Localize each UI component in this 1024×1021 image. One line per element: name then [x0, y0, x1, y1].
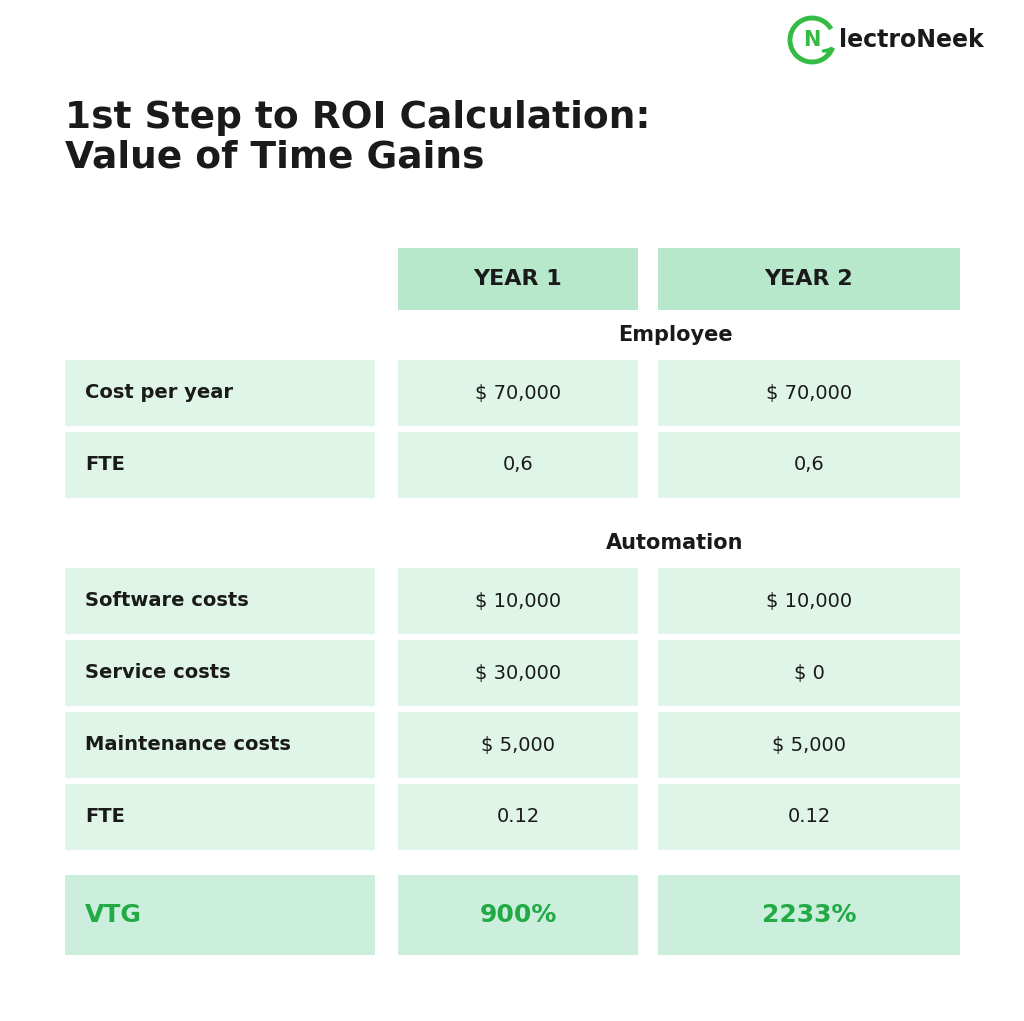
Text: $ 0: $ 0 [794, 664, 824, 682]
Bar [398, 712, 638, 778]
Bar [658, 875, 961, 955]
Text: 900%: 900% [479, 903, 557, 927]
Bar [658, 712, 961, 778]
Text: 2233%: 2233% [762, 903, 856, 927]
Bar [658, 248, 961, 310]
Text: $ 70,000: $ 70,000 [475, 384, 561, 402]
Text: FTE: FTE [85, 808, 125, 827]
Bar [65, 784, 375, 850]
Bar [398, 432, 638, 498]
Bar [65, 568, 375, 634]
Text: Employee: Employee [617, 325, 732, 345]
Bar [398, 640, 638, 706]
Text: $ 70,000: $ 70,000 [766, 384, 852, 402]
Text: YEAR 1: YEAR 1 [474, 269, 562, 289]
Text: $ 30,000: $ 30,000 [475, 664, 561, 682]
Bar [65, 432, 375, 498]
Text: 1st Step to ROI Calculation:: 1st Step to ROI Calculation: [65, 100, 650, 136]
Text: Maintenance costs: Maintenance costs [85, 735, 291, 755]
Text: Value of Time Gains: Value of Time Gains [65, 140, 484, 176]
Text: Service costs: Service costs [85, 664, 230, 682]
Text: $ 5,000: $ 5,000 [481, 735, 555, 755]
Text: $ 10,000: $ 10,000 [475, 591, 561, 611]
Text: Cost per year: Cost per year [85, 384, 233, 402]
Bar [658, 432, 961, 498]
Text: Software costs: Software costs [85, 591, 249, 611]
Bar [658, 360, 961, 426]
Text: 0.12: 0.12 [497, 808, 540, 827]
Text: FTE: FTE [85, 455, 125, 475]
Bar [398, 360, 638, 426]
Bar [658, 784, 961, 850]
Text: N: N [803, 30, 820, 50]
Bar [65, 712, 375, 778]
Bar [398, 875, 638, 955]
Bar [658, 568, 961, 634]
Bar [65, 640, 375, 706]
Text: VTG: VTG [85, 903, 142, 927]
Bar [398, 784, 638, 850]
Bar [398, 248, 638, 310]
Bar [65, 875, 375, 955]
Text: $ 5,000: $ 5,000 [772, 735, 846, 755]
Text: 0.12: 0.12 [787, 808, 830, 827]
Text: 0,6: 0,6 [503, 455, 534, 475]
Bar [398, 568, 638, 634]
Text: 0,6: 0,6 [794, 455, 824, 475]
Bar [65, 360, 375, 426]
Text: $ 10,000: $ 10,000 [766, 591, 852, 611]
Bar [658, 640, 961, 706]
Text: Automation: Automation [606, 533, 743, 553]
Text: lectroNeek: lectroNeek [839, 28, 984, 52]
Text: YEAR 2: YEAR 2 [765, 269, 853, 289]
